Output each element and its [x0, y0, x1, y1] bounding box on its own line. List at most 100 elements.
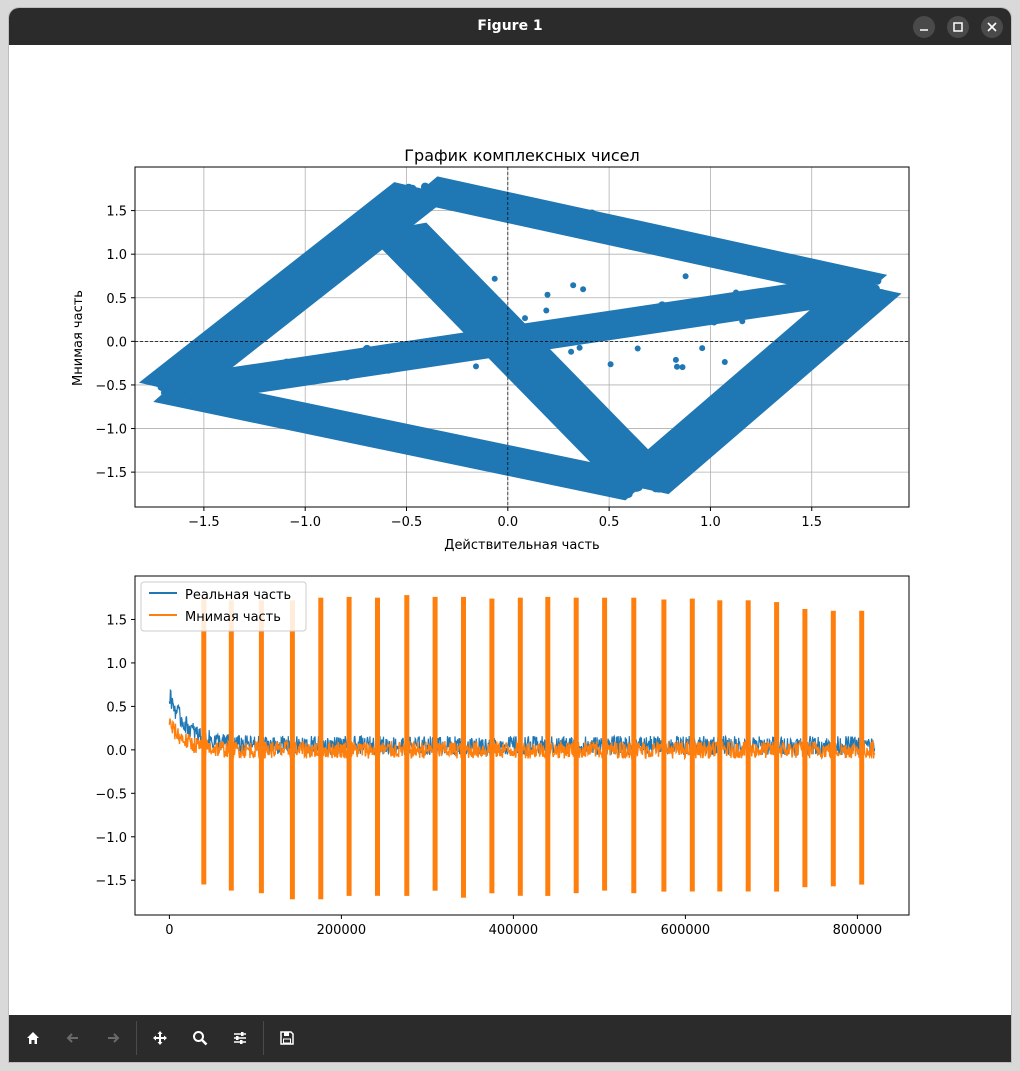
scatter-point: [484, 291, 491, 298]
scatter-point: [517, 360, 524, 367]
scatter-point: [739, 318, 746, 325]
y-tick-label: −0.5: [95, 379, 127, 394]
y-tick-label: −1.0: [95, 831, 127, 846]
back-icon: [66, 1033, 78, 1043]
scatter-xlabel: Действительная часть: [444, 538, 599, 553]
minimize-icon: [920, 29, 928, 31]
back-button[interactable]: [53, 1015, 93, 1062]
window-title: Figure 1: [477, 18, 543, 34]
imag-spike: [631, 597, 637, 894]
scatter-point: [634, 345, 641, 352]
legend-box: [140, 581, 307, 632]
close-button[interactable]: [981, 16, 1003, 38]
scatter-point: [674, 363, 680, 370]
minimize-button[interactable]: [913, 16, 935, 38]
legend-label-imag: Мнимая часть: [185, 610, 281, 625]
x-tick-label: 1.5: [801, 515, 822, 530]
scatter-point: [570, 282, 577, 289]
x-tick-label: 0.5: [599, 515, 620, 530]
scatter-point: [576, 344, 583, 351]
imag-spike: [573, 597, 579, 894]
navigation-toolbar: [9, 1015, 1011, 1062]
x-tick-label: 400000: [489, 923, 539, 938]
scatter-band: [408, 176, 888, 300]
line-frame: [134, 575, 910, 916]
imag-spike: [432, 596, 438, 891]
scatter-point: [568, 348, 575, 355]
scatter-point: [635, 319, 641, 326]
forward-button[interactable]: [93, 1015, 133, 1062]
imag-spike: [689, 598, 695, 892]
scatter-point: [514, 318, 521, 325]
scatter-band-core: [408, 176, 888, 300]
scatter-point: [711, 319, 718, 326]
x-tick-label: 800000: [833, 923, 883, 938]
y-tick-label: 0.0: [106, 744, 127, 759]
imag-spike: [830, 610, 836, 887]
scatter-point: [744, 295, 751, 302]
scatter-axes: График комплексных чисел Действительная …: [71, 146, 910, 553]
x-tick-label: 0: [165, 923, 173, 938]
scatter-point: [580, 286, 587, 293]
scatter-point: [607, 361, 614, 368]
scatter-point: [623, 322, 630, 329]
imag-spike: [661, 599, 667, 892]
save-button[interactable]: [267, 1015, 307, 1062]
scatter-point: [474, 296, 481, 303]
line-series: [168, 595, 876, 900]
home-button[interactable]: [13, 1015, 53, 1062]
figure-canvas[interactable]: График комплексных чисел Действительная …: [9, 45, 1011, 1015]
imag-spike: [602, 597, 608, 891]
scatter-band-core: [153, 376, 654, 501]
imag-spike: [201, 597, 207, 885]
scatter-point: [741, 308, 748, 315]
scatter-point: [544, 291, 551, 298]
imag-spike: [461, 596, 466, 898]
home-icon: [27, 1032, 39, 1044]
scatter-point: [699, 345, 706, 352]
pan-button[interactable]: [140, 1015, 180, 1062]
imag-spike: [346, 596, 352, 896]
zoom-button[interactable]: [180, 1015, 220, 1062]
scatter-point: [665, 310, 672, 317]
figure-window: Figure 1 График комплексных чисел Действ…: [9, 8, 1011, 1062]
maximize-icon: [953, 22, 963, 32]
pan-icon: [153, 1031, 167, 1045]
imag-spike: [802, 609, 808, 888]
scatter-frame: [134, 166, 910, 508]
imag-spike: [517, 597, 523, 896]
y-tick-label: 0.0: [106, 335, 127, 350]
x-tick-label: −1.0: [289, 515, 321, 530]
close-icon: [987, 22, 997, 32]
line-ticks: 0 200000 400000 600000 800000 −1.5 −1.0 −0.5 0.0…: [95, 613, 882, 938]
y-tick-label: 1.5: [106, 613, 127, 628]
imag-spike: [404, 595, 410, 896]
y-tick-label: 0.5: [106, 700, 127, 715]
scatter-point: [571, 332, 578, 339]
x-tick-label: −1.5: [188, 515, 220, 530]
toolbar-separator: [136, 1021, 137, 1055]
configure-subplots-button[interactable]: [220, 1015, 260, 1062]
scatter-point: [476, 292, 483, 299]
imag-spike: [318, 597, 324, 900]
scatter-point: [682, 273, 689, 280]
imag-spike: [289, 600, 295, 900]
x-tick-label: 0.0: [497, 515, 518, 530]
imag-spike: [258, 600, 264, 894]
scatter-point: [543, 364, 550, 371]
scatter-point: [543, 307, 550, 314]
maximize-button[interactable]: [947, 16, 969, 38]
scatter-point: [491, 275, 498, 282]
scatter-point: [733, 289, 739, 296]
scatter-reference-lines: [135, 167, 909, 507]
y-tick-label: −1.5: [95, 466, 127, 481]
y-tick-label: −1.0: [95, 423, 127, 438]
scatter-point: [483, 351, 490, 358]
scatter-ylabel: Мнимая часть: [71, 290, 86, 386]
scatter-point: [633, 324, 640, 331]
y-tick-label: 0.5: [106, 292, 127, 307]
toolbar-separator: [263, 1021, 264, 1055]
scatter-point: [518, 334, 525, 340]
scatter-point: [526, 352, 533, 359]
legend-label-real: Реальная часть: [185, 588, 291, 603]
